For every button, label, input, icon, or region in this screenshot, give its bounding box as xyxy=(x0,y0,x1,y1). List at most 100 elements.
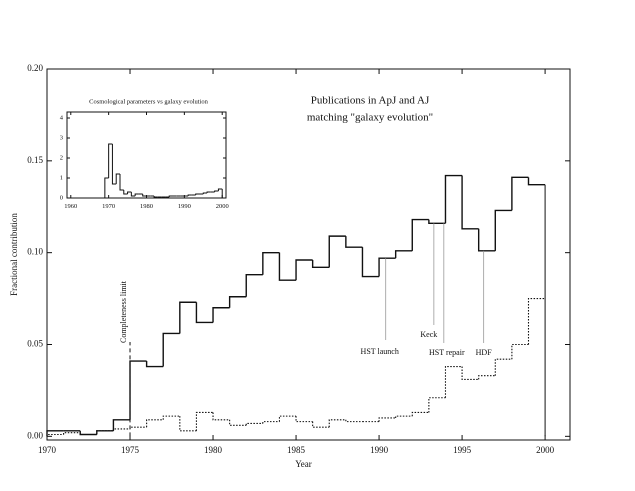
step-bin xyxy=(202,192,208,194)
step-bin xyxy=(444,174,463,224)
step-bin xyxy=(461,175,479,230)
annotation: Completeness limit xyxy=(119,280,128,343)
step-bin xyxy=(127,191,132,194)
step-bin xyxy=(378,257,396,277)
annotation: Keck xyxy=(420,330,437,339)
x-tick-label: 2000 xyxy=(536,445,555,455)
step-bin xyxy=(478,375,496,380)
step-bin xyxy=(494,209,512,251)
y-tick-label: 0.00 xyxy=(27,430,43,440)
step-bin xyxy=(311,260,330,269)
step-bin xyxy=(345,419,363,423)
step-bin xyxy=(112,419,131,431)
x-tick-label: 1980 xyxy=(204,445,223,455)
step-bin xyxy=(228,296,247,308)
annotation: HST launch xyxy=(361,347,399,356)
step-bin xyxy=(395,415,413,418)
x-tick-label: 1985 xyxy=(287,445,306,455)
step-bin xyxy=(145,361,164,368)
y-tick-label: 0.10 xyxy=(27,247,43,257)
x-axis-label: Year xyxy=(295,459,312,469)
step-bin xyxy=(494,358,512,376)
inset-title: Cosmological parameters vs galaxy evolut… xyxy=(89,98,209,105)
x-tick-label: 1970 xyxy=(102,203,115,210)
x-tick-label: 1995 xyxy=(453,445,472,455)
step-bin xyxy=(206,191,211,193)
step-bin xyxy=(411,218,429,251)
y-tick-label: 0.05 xyxy=(27,339,43,349)
step-bin xyxy=(361,247,380,278)
step-bin xyxy=(115,173,120,184)
chart-title: matching "galaxy evolution" xyxy=(307,112,433,124)
step-bin xyxy=(212,307,230,323)
step-bin xyxy=(168,195,173,197)
step-bin xyxy=(262,421,280,424)
step-bin xyxy=(108,143,113,178)
step-bin xyxy=(46,430,64,437)
step-bin xyxy=(146,419,164,428)
y-tick-label: 0.15 xyxy=(27,155,43,165)
step-bin xyxy=(328,235,346,268)
step-bin xyxy=(162,415,180,420)
step-bin xyxy=(444,365,463,398)
x-tick-label: 1975 xyxy=(121,445,140,455)
step-bin xyxy=(511,176,529,211)
y-tick-label: 0 xyxy=(60,194,63,201)
chart-title: Publications in ApJ and AJ xyxy=(311,95,430,107)
y-tick-label: 0.20 xyxy=(27,63,43,73)
step-bin xyxy=(411,411,429,417)
x-tick-label: 1990 xyxy=(370,445,389,455)
step-bin xyxy=(295,259,313,281)
x-tick-label: 1980 xyxy=(140,203,153,210)
y-tick-label: 4 xyxy=(60,114,64,121)
step-bin xyxy=(63,432,81,435)
step-bin xyxy=(153,196,158,198)
step-bin xyxy=(123,190,128,195)
step-bin xyxy=(104,177,109,198)
y-tick-label: 1 xyxy=(60,174,63,181)
step-bin xyxy=(130,192,136,197)
step-bin xyxy=(345,236,363,248)
axes-frame xyxy=(46,68,571,441)
step-bin xyxy=(245,422,263,426)
step-bin xyxy=(428,219,446,224)
step-bin xyxy=(195,193,200,195)
annotation: HST repair xyxy=(429,348,465,357)
step-bin xyxy=(214,190,219,192)
step-bin xyxy=(111,144,117,185)
step-bin xyxy=(195,302,214,324)
step-bin xyxy=(212,412,230,421)
annotation: HDF xyxy=(476,348,493,357)
step-bin xyxy=(96,430,114,435)
step-bin xyxy=(527,298,546,345)
step-bin xyxy=(328,419,346,428)
step-bin xyxy=(394,250,413,259)
step-bin xyxy=(79,432,97,436)
step-bin xyxy=(162,332,180,367)
step-bin xyxy=(112,428,131,431)
step-bin xyxy=(245,274,263,297)
x-tick-label: 1970 xyxy=(38,445,57,455)
step-bin xyxy=(262,251,280,275)
y-tick-label: 2 xyxy=(60,154,63,161)
y-tick-label: 3 xyxy=(60,134,63,141)
step-bin xyxy=(461,366,479,380)
x-tick-label: 1990 xyxy=(178,203,191,210)
step-bin xyxy=(187,194,192,196)
step-bin xyxy=(134,193,139,196)
step-bin xyxy=(527,177,546,186)
y-axis-label: Fractional contribution xyxy=(9,213,19,296)
step-bin xyxy=(119,174,124,191)
step-bin xyxy=(477,228,496,252)
step-bin xyxy=(217,188,223,191)
x-tick-label: 1960 xyxy=(64,203,77,210)
step-bin xyxy=(195,411,214,431)
x-tick-label: 2000 xyxy=(216,203,229,210)
step-bin xyxy=(142,194,147,197)
step-bin xyxy=(179,301,197,334)
step-bin xyxy=(46,433,64,437)
step-bin xyxy=(278,252,297,281)
step-bin xyxy=(378,417,396,422)
